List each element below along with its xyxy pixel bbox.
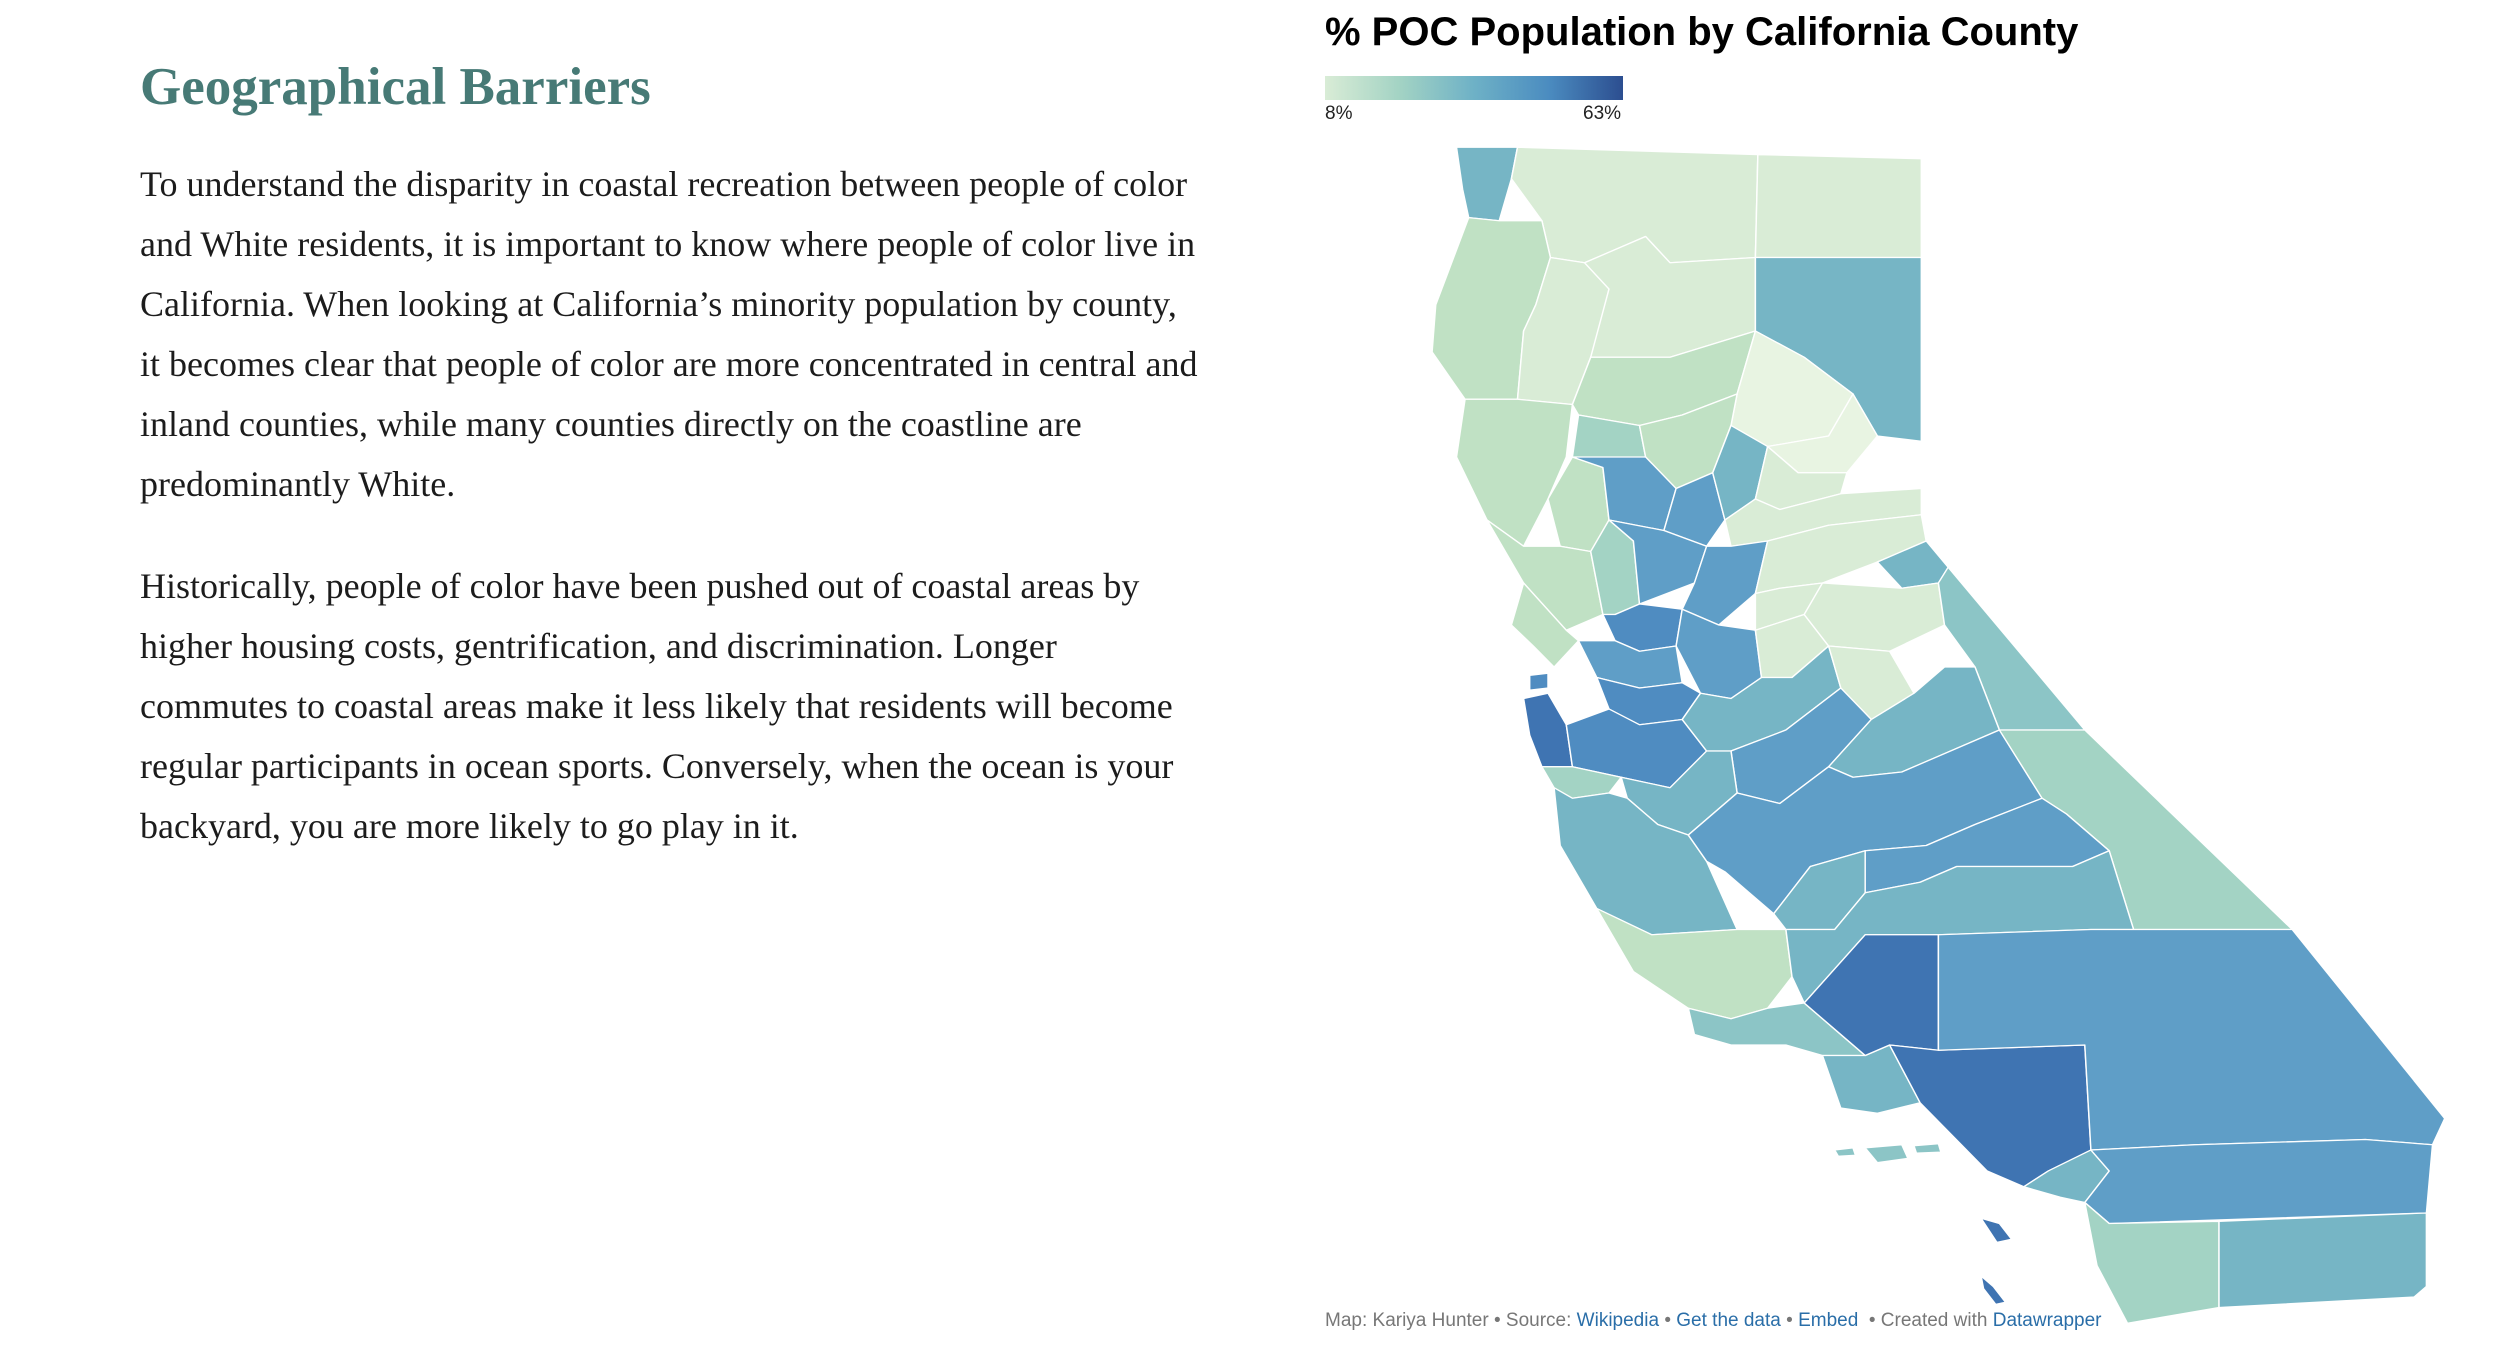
article-heading: Geographical Barriers: [140, 58, 651, 116]
map-footer: Map: Kariya Hunter • Source: Wikipedia •…: [1325, 1310, 2102, 1331]
island-3: [1913, 1143, 1942, 1154]
source-wikipedia-link[interactable]: Wikipedia: [1576, 1310, 1660, 1331]
created-with-label: Created with: [1880, 1310, 1988, 1331]
county-san-luis-obispo[interactable]: [1596, 907, 1793, 1020]
county-imperial[interactable]: [2218, 1212, 2428, 1309]
get-the-data-link[interactable]: Get the data: [1676, 1310, 1781, 1331]
island-1: [1833, 1147, 1857, 1157]
map-title: % POC Population by California County: [1325, 10, 2079, 54]
california-county-map: [1431, 146, 2446, 1324]
county-modoc[interactable]: [1754, 153, 1923, 259]
county-san-mateo[interactable]: [1522, 692, 1574, 768]
county-tuolumne[interactable]: [1803, 582, 1946, 652]
article: Geographical Barriers To understand the …: [140, 54, 1200, 898]
map-block: % POC Population by California County 8%…: [1325, 0, 2500, 1349]
county-contra-costa[interactable]: [1577, 640, 1683, 689]
color-legend-bar: [1325, 76, 1623, 100]
island-catalina: [1980, 1217, 2013, 1244]
datawrapper-link[interactable]: Datawrapper: [1992, 1310, 2102, 1331]
legend-max-label: 63%: [1583, 103, 1622, 124]
county-del-norte[interactable]: [1455, 146, 1519, 222]
county-san-francisco[interactable]: [1528, 672, 1549, 691]
island-san-clemente: [1980, 1275, 2007, 1305]
article-paragraph-2: Historically, people of color have been …: [140, 566, 1174, 846]
county-marin[interactable]: [1510, 582, 1580, 668]
county-riverside[interactable]: [2084, 1138, 2434, 1225]
legend-min-label: 8%: [1325, 103, 1353, 124]
source-label: Source:: [1505, 1310, 1572, 1331]
island-2: [1864, 1144, 1909, 1164]
map-credit: Map: Kariya Hunter: [1325, 1310, 1489, 1331]
embed-link[interactable]: Embed: [1798, 1310, 1859, 1331]
article-paragraph-1: To understand the disparity in coastal r…: [140, 164, 1198, 504]
